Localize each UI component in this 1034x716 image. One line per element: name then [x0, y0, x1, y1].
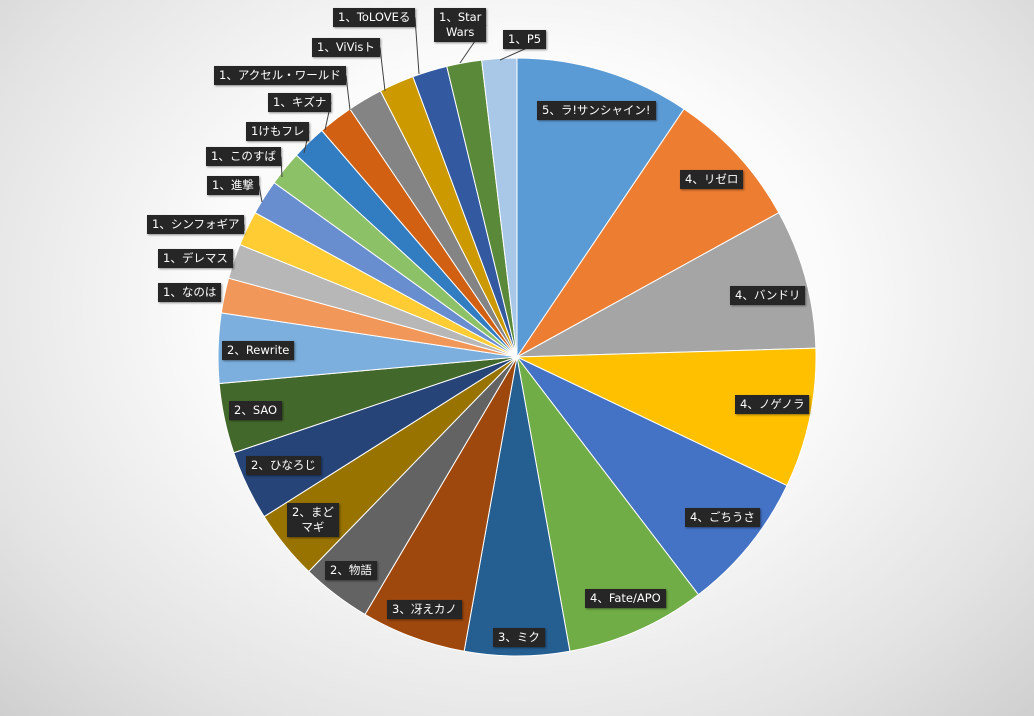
data-label: 2、SAO	[229, 401, 283, 420]
data-label: 1、Star Wars	[434, 8, 487, 42]
data-label: 1、このすば	[206, 147, 281, 166]
data-label: 3、ミク	[493, 628, 545, 647]
leader-line	[414, 17, 420, 75]
data-label: 1、アクセル・ワールド	[214, 66, 346, 85]
data-label: 1けもフレ	[246, 122, 310, 141]
pie-slice	[516, 356, 788, 596]
data-label: 1、デレマス	[158, 249, 233, 268]
leader-line	[280, 156, 283, 178]
data-label: 5、ラ!サンシャイン!	[537, 101, 656, 120]
pie-slice	[516, 356, 700, 652]
data-label: 1、ViVisト	[312, 38, 380, 57]
data-label: 2、ひなろじ	[246, 456, 321, 475]
data-label: 3、冴えカノ	[387, 600, 462, 619]
data-label: 4、ノゲノラ	[735, 395, 810, 414]
data-label: 1、P5	[503, 30, 547, 49]
data-label: 2、まど マギ	[287, 503, 339, 537]
pie-slice	[516, 57, 685, 359]
leader-line	[258, 185, 263, 203]
data-label: 2、物語	[325, 561, 377, 580]
data-label: 1、キズナ	[268, 93, 332, 112]
pie-slice	[516, 211, 817, 358]
leader-line	[345, 75, 351, 111]
data-label: 1、なのは	[158, 283, 222, 302]
pie-slice	[481, 57, 518, 358]
pie-slice	[516, 347, 817, 487]
data-label: 1、シンフォギア	[147, 215, 245, 234]
leader-line	[379, 47, 386, 92]
data-label: 4、ごちうさ	[685, 508, 760, 527]
data-label: 2、Rewrite	[222, 341, 295, 360]
data-label: 1、ToLOVEる	[333, 8, 416, 27]
data-label: 4、Fate/APO	[585, 589, 666, 608]
data-label: 4、リゼロ	[680, 170, 744, 189]
data-label: 4、バンドリ	[730, 286, 806, 305]
data-label: 1、進撃	[207, 176, 259, 195]
